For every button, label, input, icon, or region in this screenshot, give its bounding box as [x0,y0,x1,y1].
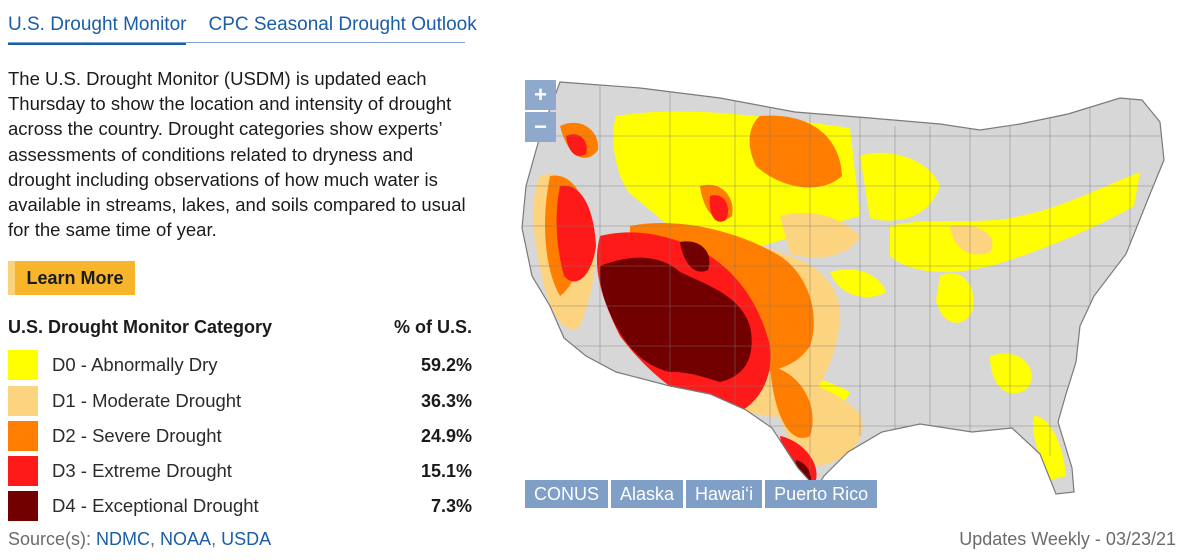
legend-percent-d1: 36.3% [420,390,472,411]
legend-row-d4: D4 - Exceptional Drought 7.3% [8,491,472,521]
learn-more-button[interactable]: Learn More [8,261,135,295]
region-button-puerto-rico[interactable]: Puerto Rico [765,480,878,508]
legend-row-d2: D2 - Severe Drought 24.9% [8,421,472,451]
legend-row-d1: D1 - Moderate Drought 36.3% [8,386,472,416]
us-drought-layers [522,82,1164,494]
legend-row-d3: D3 - Extreme Drought 15.1% [8,456,472,486]
legend-row-d0: D0 - Abnormally Dry 59.2% [8,350,472,380]
region-selector: CONUS Alaska Hawai‘i Puerto Rico [525,480,878,508]
legend-percent-header: % of U.S. [393,317,472,337]
legend-label-d4: D4 - Exceptional Drought [52,495,259,516]
tab-bar: U.S. Drought Monitor CPC Seasonal Drough… [8,14,477,45]
legend-header: U.S. Drought Monitor Category % of U.S. [8,317,472,338]
drought-map-svg [521,81,1165,495]
legend-swatch-d0 [8,350,38,380]
zoom-out-button[interactable]: − [525,112,556,142]
zoom-in-button[interactable]: + [525,80,556,110]
intro-paragraph: The U.S. Drought Monitor (USDM) is updat… [8,68,466,241]
sources-line: Source(s): NDMC, NOAA, USDA [8,529,272,549]
legend-percent-d0: 59.2% [420,354,472,375]
legend-swatch-d3 [8,456,38,486]
region-button-hawaii[interactable]: Hawai‘i [686,480,763,508]
tab-divider [8,42,465,43]
legend-label-d3: D3 - Extreme Drought [52,460,232,481]
source-link-noaa[interactable]: NOAA [160,529,212,549]
us-outline [521,81,1165,495]
region-button-conus[interactable]: CONUS [525,480,609,508]
legend-swatch-d4 [8,491,38,521]
region-button-alaska[interactable]: Alaska [611,480,684,508]
legend-label-d0: D0 - Abnormally Dry [52,354,218,375]
legend-category-header: U.S. Drought Monitor Category [8,317,272,337]
state-boundaries [522,82,1164,476]
legend-label-d1: D1 - Moderate Drought [52,390,242,411]
source-link-ndmc[interactable]: NDMC [96,529,151,549]
drought-map[interactable] [520,76,1184,512]
tab-us-drought-monitor[interactable]: U.S. Drought Monitor [8,14,187,45]
legend-percent-d3: 15.1% [420,460,472,481]
legend-swatch-d2 [8,421,38,451]
source-link-usda[interactable]: USDA [221,529,272,549]
legend-percent-d4: 7.3% [430,495,472,516]
tab-cpc-seasonal-outlook[interactable]: CPC Seasonal Drought Outlook [208,14,477,35]
sources-prefix: Source(s): [8,529,97,549]
update-frequency: Updates Weekly - 03/23/21 [959,529,1176,549]
legend-label-d2: D2 - Severe Drought [52,425,222,446]
legend-percent-d2: 24.9% [420,425,472,446]
legend-swatch-d1 [8,386,38,416]
